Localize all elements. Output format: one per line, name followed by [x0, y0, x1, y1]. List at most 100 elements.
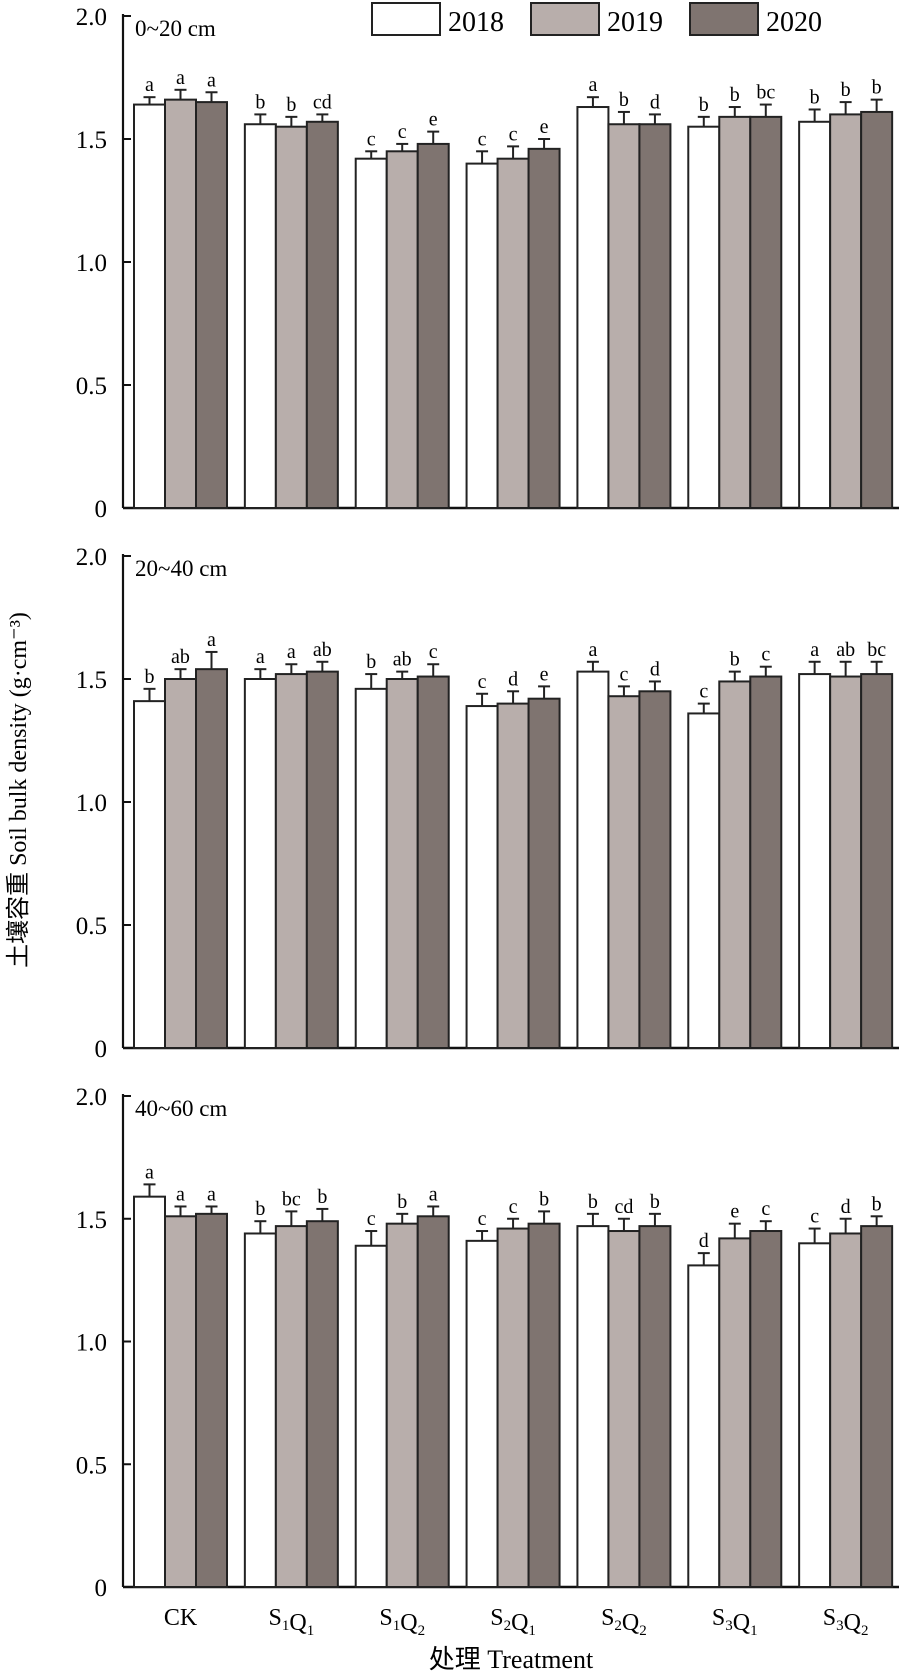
- legend: 2018 2019 2020: [371, 2, 822, 38]
- bar-2020: [749, 115, 783, 510]
- significance-letter: c: [478, 128, 487, 150]
- significance-letter: cd: [614, 1196, 633, 1218]
- significance-letter: bc: [867, 639, 886, 661]
- bar-2018: [576, 1225, 610, 1588]
- significance-letter: ab: [171, 646, 190, 668]
- significance-letter: a: [588, 639, 597, 661]
- y-tick-label: 0.5: [76, 913, 107, 940]
- significance-letter: b: [810, 86, 820, 108]
- y-tick-label: 1.0: [76, 790, 107, 817]
- bar-2018: [798, 1242, 832, 1589]
- bar-2020: [860, 1225, 894, 1588]
- bar-2018: [133, 1195, 166, 1589]
- significance-letter: c: [367, 128, 376, 150]
- significance-letter: b: [366, 651, 376, 673]
- panel-title: 20~40 cm: [135, 556, 227, 581]
- bar-2019: [496, 702, 530, 1049]
- significance-letter: b: [841, 79, 851, 101]
- significance-letter: e: [540, 116, 549, 138]
- significance-letter: d: [508, 668, 518, 690]
- bar-2018: [243, 123, 277, 510]
- bar-2019: [164, 98, 197, 509]
- significance-letter: c: [509, 1196, 518, 1218]
- significance-letter: c: [478, 671, 487, 693]
- significance-letter: bc: [756, 82, 775, 104]
- significance-letter: b: [872, 77, 882, 99]
- bar-2018: [465, 705, 499, 1049]
- y-tick-label: 2.0: [76, 1084, 107, 1111]
- legend-label-2018: 2018: [448, 7, 504, 38]
- bar-2020: [638, 690, 672, 1049]
- bar-2020: [195, 101, 228, 509]
- significance-letter: a: [176, 67, 185, 89]
- bar-2018: [798, 673, 832, 1050]
- y-tick-label: 0.5: [76, 373, 107, 400]
- significance-letter: a: [810, 639, 819, 661]
- significance-letter: ab: [836, 639, 855, 661]
- y-tick-label: 0: [95, 496, 108, 523]
- significance-letter: b: [145, 666, 155, 688]
- bar-2018: [687, 1264, 721, 1589]
- bar-2019: [496, 1227, 530, 1588]
- bar-2020: [416, 1215, 450, 1589]
- bar-2020: [860, 673, 894, 1050]
- y-tick-label: 0.5: [76, 1452, 107, 1479]
- legend-swatch-2020: [689, 2, 759, 36]
- bar-2019: [829, 1232, 863, 1588]
- bar-2018: [576, 670, 610, 1049]
- panel-title: 40~60 cm: [135, 1096, 227, 1121]
- significance-letter: d: [699, 1230, 709, 1252]
- significance-letter: a: [256, 646, 265, 668]
- significance-letter: c: [367, 1208, 376, 1230]
- significance-letter: bc: [282, 1188, 301, 1210]
- significance-letter: a: [176, 1183, 185, 1205]
- bar-2020: [416, 675, 450, 1049]
- x-tick-label: S2Q2: [601, 1605, 647, 1639]
- y-tick-label: 2.0: [76, 544, 107, 571]
- bar-2020: [527, 1222, 561, 1589]
- bar-2019: [274, 125, 308, 509]
- bar-2018: [465, 1239, 499, 1588]
- bar-2020: [305, 670, 339, 1049]
- significance-letter: b: [255, 91, 265, 113]
- bar-2019: [274, 673, 308, 1050]
- legend-swatch-2018: [371, 2, 441, 36]
- significance-letter: e: [730, 1201, 739, 1223]
- significance-letter: b: [699, 94, 709, 116]
- y-tick-label: 1.5: [76, 1207, 107, 1234]
- significance-letter: b: [286, 94, 296, 116]
- legend-swatch-2019: [530, 2, 600, 36]
- significance-letter: b: [255, 1198, 265, 1220]
- bar-2020: [527, 147, 561, 509]
- significance-letter: b: [539, 1188, 549, 1210]
- significance-letter: b: [619, 89, 629, 111]
- significance-letter: ab: [393, 649, 412, 671]
- bar-2020: [749, 1230, 783, 1589]
- bar-2018: [687, 712, 721, 1049]
- bar-2018: [798, 120, 832, 509]
- significance-letter: c: [478, 1208, 487, 1230]
- significance-letter: e: [540, 663, 549, 685]
- significance-letter: a: [145, 74, 154, 96]
- significance-letter: b: [317, 1186, 327, 1208]
- significance-letter: b: [730, 84, 740, 106]
- bar-2020: [416, 142, 450, 509]
- significance-letter: d: [650, 91, 660, 113]
- x-tick-label: S2Q1: [490, 1605, 536, 1639]
- bar-2018: [465, 162, 499, 509]
- significance-letter: ab: [313, 639, 332, 661]
- bar-2019: [607, 695, 641, 1049]
- significance-letter: a: [588, 74, 597, 96]
- significance-letter: c: [509, 123, 518, 145]
- significance-letter: a: [429, 1183, 438, 1205]
- significance-letter: a: [207, 629, 216, 651]
- significance-letter: c: [429, 641, 438, 663]
- bar-2018: [687, 125, 721, 509]
- significance-letter: a: [287, 641, 296, 663]
- bar-2020: [195, 668, 228, 1049]
- bar-2019: [385, 678, 419, 1049]
- significance-letter: d: [841, 1196, 851, 1218]
